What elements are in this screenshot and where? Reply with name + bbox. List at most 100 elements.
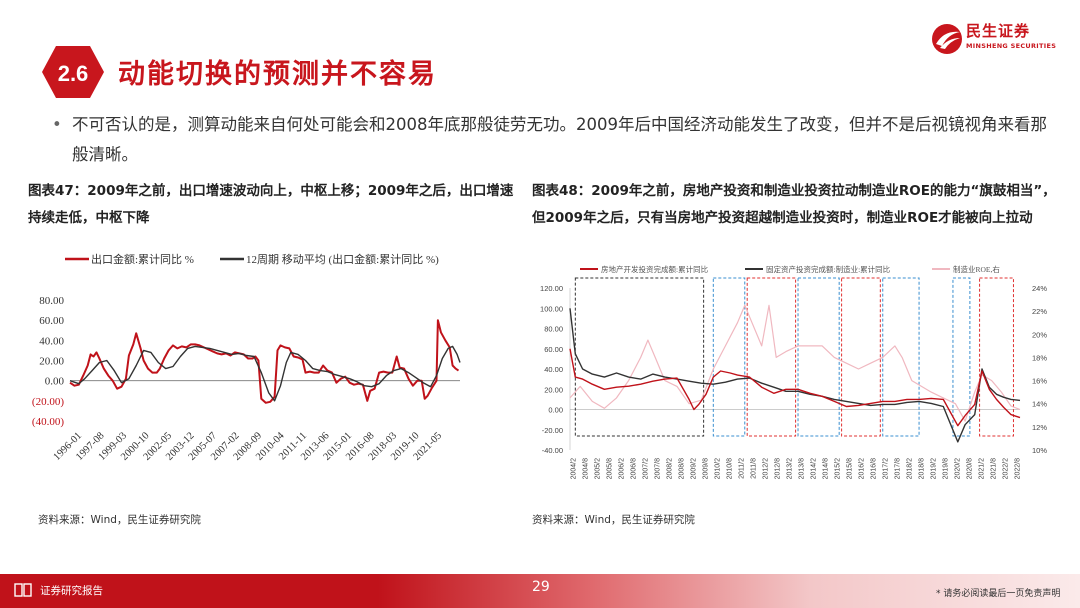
period-box-3 (797, 277, 840, 437)
y-tick-label: 80.00 (39, 295, 64, 307)
x-tick-label: 2008/2 (667, 458, 674, 480)
x-tick-label: 2008/8 (679, 458, 686, 480)
period-box-2 (746, 277, 797, 437)
y-right-tick-label: 10% (1032, 446, 1047, 455)
y-left-tick-label: 20.00 (544, 385, 563, 394)
y-left-tick-label: 80.00 (544, 325, 563, 334)
y-right-tick-label: 14% (1032, 400, 1047, 409)
series-line-2 (569, 304, 1021, 422)
series-line-1 (69, 345, 461, 402)
period-box-0 (574, 277, 705, 437)
footer-bar: 证券研究报告 29 * 请务必阅读最后一页免责声明 (0, 574, 1080, 608)
legend-label-1: 固定资产投资完成额:制造业:累计同比 (766, 264, 891, 274)
x-tick-label: 2015/8 (847, 458, 854, 480)
period-box-5 (882, 277, 920, 437)
x-tick-label: 2021/2 (979, 458, 986, 480)
x-tick-label: 2009/8 (703, 458, 710, 480)
y-right-tick-label: 18% (1032, 353, 1047, 362)
section-title: 动能切换的预测并不容易 (118, 59, 437, 90)
x-tick-label: 2004/8 (583, 458, 590, 480)
logo-mark-icon (932, 24, 962, 54)
period-box-4 (841, 277, 881, 437)
x-tick-label: 2018/8 (919, 458, 926, 480)
x-tick-label: 2015/2 (835, 458, 842, 480)
y-tick-label: 60.00 (39, 315, 64, 327)
period-box-1 (712, 277, 746, 437)
logo-text-en: MINSHENG SECURITIES (966, 42, 1057, 50)
x-tick-label: 2009/2 (691, 458, 698, 480)
x-tick-label: 2018/2 (907, 458, 914, 480)
x-tick-label: 2007/8 (655, 458, 662, 480)
y-tick-label: 40.00 (39, 335, 64, 347)
y-tick-label: (20.00) (32, 396, 64, 408)
y-left-tick-label: 60.00 (544, 345, 563, 354)
legend-label-1: 12周期 移动平均 (出口金额:累计同比 %) (246, 252, 439, 266)
x-tick-label: 2010/8 (727, 458, 734, 480)
x-tick-label: 2014/2 (811, 458, 818, 480)
y-left-tick-label: 120.00 (540, 284, 563, 293)
x-tick-label: 2011/8 (751, 458, 758, 479)
section-number: 2.6 (58, 61, 89, 86)
section-badge: 2.6 (42, 46, 104, 98)
figure-48-source: 资料来源：Wind，民生证券研究院 (532, 514, 695, 526)
period-box-7 (979, 277, 1014, 437)
x-tick-label: 2016/8 (871, 458, 878, 480)
y-left-tick-label: -20.00 (542, 426, 563, 435)
bullet-dot: • (52, 115, 62, 134)
series-line-1 (569, 308, 1021, 443)
x-tick-label: 2019/8 (943, 458, 950, 480)
y-left-tick-label: 40.00 (544, 365, 563, 374)
x-tick-label: 2013/8 (799, 458, 806, 480)
disclaimer: * 请务必阅读最后一页免责声明 (936, 589, 1061, 599)
x-tick-label: 2006/8 (631, 458, 638, 480)
x-tick-label: 2020/8 (967, 458, 974, 480)
x-tick-label: 2007/2 (643, 458, 650, 480)
x-tick-label: 2013/2 (787, 458, 794, 480)
period-box-6 (952, 277, 971, 437)
y-right-tick-label: 22% (1032, 307, 1047, 316)
x-tick-label: 2012/8 (775, 458, 782, 480)
x-tick-label: 2020/2 (955, 458, 962, 480)
x-tick-label: 2005/2 (595, 458, 602, 480)
y-left-tick-label: 100.00 (540, 304, 563, 313)
figure-47-title: 图表47：2009年之前，出口增速波动向上，中枢上移；2009年之后，出口增速持… (28, 183, 514, 226)
y-tick-label: (40.00) (32, 416, 64, 428)
bullet-paragraph: • 不可否认的是，测算动能来自何处可能会和2008年底那般徒劳无功。2009年后… (52, 110, 1052, 170)
legend-label-0: 出口金额:累计同比 % (91, 252, 194, 266)
legend-label-0: 房地产开发投资完成额:累计同比 (601, 264, 709, 274)
x-tick-label: 2022/2 (1003, 458, 1010, 480)
x-tick-label: 2010/2 (715, 458, 722, 480)
page-number: 29 (532, 579, 550, 595)
x-tick-label: 2005/8 (607, 458, 614, 480)
x-tick-label: 2004/2 (571, 458, 578, 480)
y-tick-label: 20.00 (39, 356, 64, 368)
y-left-tick-label: -40.00 (542, 446, 563, 455)
x-tick-label: 2021/8 (991, 458, 998, 480)
x-tick-label: 2017/2 (883, 458, 890, 480)
y-tick-label: 0.00 (45, 376, 65, 388)
book-icon (14, 583, 32, 597)
x-tick-label: 2012/2 (763, 458, 770, 480)
export-growth-chart: 出口金额:累计同比 % 12周期 移动平均 (出口金额:累计同比 %) 80.00 6… (32, 252, 461, 463)
y-right-tick-label: 12% (1032, 423, 1047, 432)
bullet-text: 不可否认的是，测算动能来自何处可能会和2008年底那般徒劳无功。2009年后中国… (72, 115, 1047, 164)
x-tick-label: 2022/8 (1015, 458, 1022, 480)
logo-text-cn: 民生证券 (966, 22, 1031, 40)
figure-48-title: 图表48：2009年之前，房地产投资和制造业投资拉动制造业ROE的能力“旗鼓相当… (532, 183, 1056, 226)
figure-47-source: 资料来源：Wind，民生证券研究院 (38, 514, 201, 526)
x-tick-label: 2017/8 (895, 458, 902, 480)
series-line-0 (569, 348, 1021, 427)
x-tick-label: 2014/8 (823, 458, 830, 480)
x-tick-label: 2006/2 (619, 458, 626, 480)
footer-label: 证券研究报告 (40, 585, 103, 597)
y-left-tick-label: 0.00 (548, 406, 563, 415)
x-tick-label: 2019/2 (931, 458, 938, 480)
y-right-tick-label: 16% (1032, 377, 1047, 386)
y-right-tick-label: 20% (1032, 330, 1047, 339)
y-right-tick-label: 24% (1032, 284, 1047, 293)
x-tick-label: 2016/2 (859, 458, 866, 480)
x-tick-label: 2011/2 (739, 458, 746, 479)
series-line-0 (69, 319, 460, 404)
investment-roe-chart: 房地产开发投资完成额:累计同比 固定资产投资完成额:制造业:累计同比 制造业ROE,… (540, 264, 1047, 480)
legend-label-2: 制造业ROE,右 (953, 264, 1000, 274)
